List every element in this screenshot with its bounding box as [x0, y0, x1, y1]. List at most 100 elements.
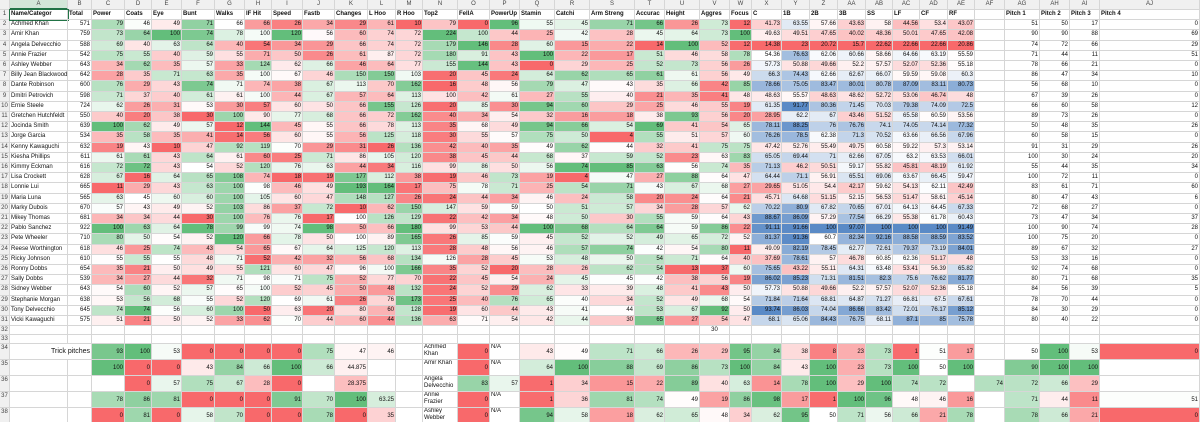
stat-cell: 32 [520, 112, 555, 123]
pitch-cell: 53 [1005, 254, 1040, 265]
stat-cell: 85 [458, 101, 490, 112]
empty-cell [125, 326, 152, 336]
stat-cell: 50 [303, 101, 335, 112]
stat-cell: 100 [665, 40, 700, 51]
summary-label: N/A [490, 360, 520, 377]
stat-cell: 40 [590, 91, 635, 102]
column-header: L Hoo [368, 10, 396, 21]
position-cell: 52.15 [838, 193, 866, 204]
empty-cell [182, 316, 215, 327]
stat-cell: 33 [555, 285, 590, 296]
stat-cell: 61 [303, 295, 335, 306]
empty-cell [10, 316, 68, 327]
empty-cell [68, 408, 92, 422]
pitch-cell: 6 [1100, 193, 1200, 204]
empty-cell [975, 254, 1005, 265]
pitch-cell: 0 [1100, 305, 1200, 316]
stat-cell: 64 [125, 30, 152, 41]
stat-cell: 35 [665, 91, 700, 102]
stat-cell: 37 [125, 91, 152, 102]
position-cell: 70.03 [866, 101, 893, 112]
pitch-cell: 0 [1100, 295, 1200, 306]
position-cell: 88.25 [782, 122, 810, 133]
summary-cell: 100 [1070, 360, 1100, 377]
stat-cell: 69 [92, 40, 125, 51]
position-cell: 66.56 [920, 132, 948, 143]
stat-cell: 40 [458, 295, 490, 306]
stat-cell: 42 [635, 244, 665, 255]
summary-cell: 73 [700, 360, 730, 377]
position-cell: 20.72 [810, 40, 838, 51]
position-cell: 60.3 [948, 71, 975, 82]
pitch-cell: 29 [1070, 142, 1100, 153]
stat-cell: 28 [520, 265, 555, 276]
stat-cell: 12 [730, 40, 752, 51]
stat-cell: 30 [182, 112, 215, 123]
pitch-cell: 24 [1070, 152, 1100, 163]
column-letter: AB [866, 0, 893, 10]
column-letter: I [272, 0, 303, 10]
position-cell: 62.11 [920, 183, 948, 194]
position-cell: 100 [893, 224, 920, 235]
stat-cell: 68 [458, 122, 490, 133]
stat-cell: 45 [458, 71, 490, 82]
empty-cell [948, 316, 975, 327]
stat-cell: 57 [590, 203, 635, 214]
position-cell: 80.36 [810, 101, 838, 112]
stat-cell: 44 [335, 163, 368, 174]
stat-cell: 37 [555, 152, 590, 163]
stat-cell: 74 [152, 244, 182, 255]
summary-cell: 1 [520, 392, 555, 409]
stat-cell: 20 [490, 265, 520, 276]
stat-cell: 100 [215, 193, 245, 204]
stat-cell: 45 [635, 30, 665, 41]
position-cell: 68.81 [810, 295, 838, 306]
position-cell: 49.63 [752, 30, 782, 41]
empty-cell [1100, 335, 1200, 345]
pitch-cell: 60 [1040, 101, 1070, 112]
stat-cell: 125 [335, 244, 368, 255]
summary-cell: 15 [590, 376, 635, 393]
stat-cell: 43 [490, 61, 520, 72]
stat-cell: 38 [423, 152, 458, 163]
stat-cell: 46 [665, 101, 700, 112]
empty-cell [975, 132, 1005, 143]
stat-cell: 13 [665, 265, 700, 276]
stat-cell: 17 [396, 183, 423, 194]
stat-cell: 100 [152, 30, 182, 41]
stat-cell: 55 [700, 101, 730, 112]
summary-cell: 72 [920, 376, 948, 393]
stat-cell: 43 [635, 183, 665, 194]
position-cell: 63.19 [920, 50, 948, 61]
stat-cell: 74 [182, 30, 215, 41]
position-cell: 67.5 [920, 295, 948, 306]
stat-cell: 62 [368, 203, 396, 214]
stat-cell: 73 [700, 30, 730, 41]
summary-cell: 100 [272, 360, 303, 377]
summary-cell: 100 [810, 360, 838, 377]
summary-cell: 0 [272, 344, 303, 361]
empty-cell [245, 335, 272, 345]
position-cell: 45.81 [893, 163, 920, 174]
stat-cell: 52 [700, 40, 730, 51]
stat-cell: 34 [92, 214, 125, 225]
stat-cell: 45 [490, 254, 520, 265]
stat-cell: 62 [125, 122, 152, 133]
position-cell: 44.56 [893, 20, 920, 31]
pitch-cell: 56 [1005, 81, 1040, 92]
stat-cell: 66 [245, 234, 272, 245]
column-letter: C [92, 0, 125, 10]
stat-cell: 29 [303, 40, 335, 51]
position-cell: 66.45 [920, 173, 948, 184]
pitch-cell: 11 [1070, 50, 1100, 61]
stat-cell: 25 [635, 101, 665, 112]
column-header: Pitch 2 [1040, 10, 1070, 21]
stat-cell: 41 [555, 305, 590, 316]
total: 643 [68, 285, 92, 296]
column-header: 2B [810, 10, 838, 21]
empty-cell [635, 335, 665, 345]
stat-cell: 50 [125, 234, 152, 245]
empty-cell [68, 360, 92, 377]
stat-cell: 62 [555, 71, 590, 82]
stat-cell: 58 [125, 132, 152, 143]
